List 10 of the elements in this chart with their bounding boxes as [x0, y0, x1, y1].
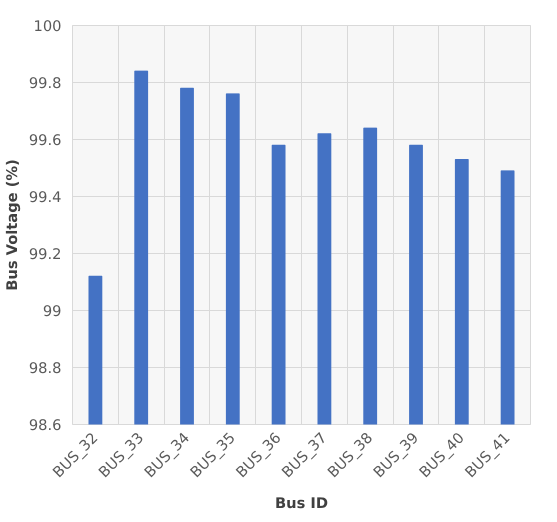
- y-tick-label: 99.8: [28, 75, 62, 92]
- x-axis-title: Bus ID: [274, 495, 328, 512]
- y-axis-title: Bus Voltage (%): [4, 159, 21, 291]
- y-tick-label: 100: [34, 18, 62, 35]
- y-tick-label: 99: [42, 303, 62, 320]
- y-tick-label: 98.6: [28, 417, 62, 434]
- y-tick-label: 99.2: [28, 246, 62, 263]
- y-tick-label: 99.4: [28, 189, 62, 206]
- y-tick-label: 98.8: [28, 360, 62, 377]
- y-tick-label: 99.6: [28, 132, 62, 149]
